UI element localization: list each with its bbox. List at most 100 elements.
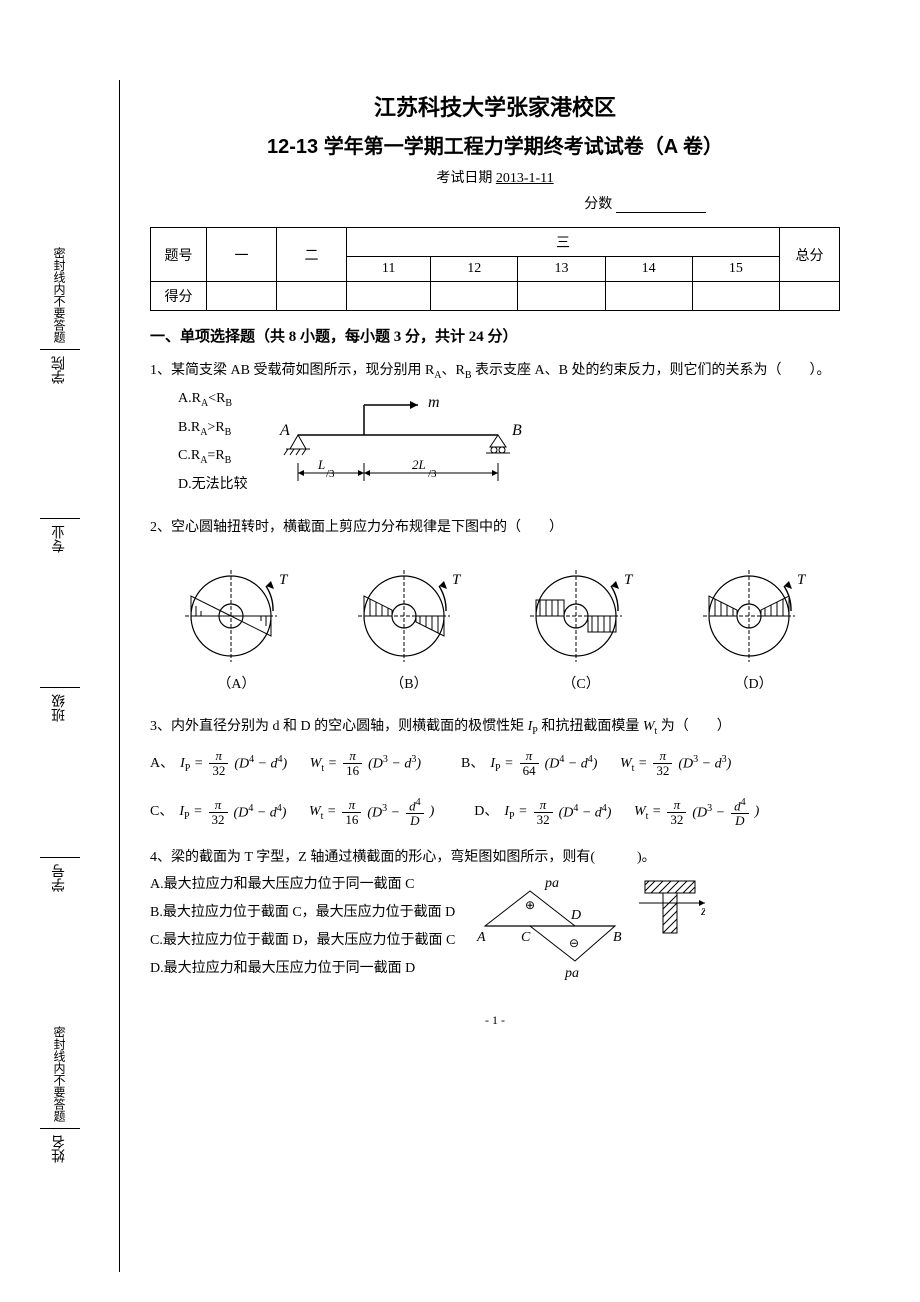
col-2: 二 [277,228,347,282]
col-total: 总分 [780,228,840,282]
q4-figure: ⊕ ⊖ pa pa A C D B [475,871,705,981]
q2-figures: T T [150,556,840,666]
question-1: 1、某简支梁 AB 受载荷如图所示，现分别用 RA、RB 表示支座 A、B 处的… [150,358,840,499]
score-line: 分数 [150,193,840,213]
q4-options: A.最大拉应力和最大压应力位于同一截面 C B.最大拉应力位于截面 C，最大压应… [150,871,455,983]
exam-title: 12-13 学年第一学期工程力学期终考试试卷（A 卷） [150,130,840,159]
score-blank [616,199,706,213]
q4-opt-c: C.最大拉应力位于截面 D，最大压应力位于截面 C [150,927,455,955]
col-13: 13 [518,257,605,282]
q3-stem-b: 和抗扭截面模量 [538,719,643,734]
label-pa-top: pa [544,876,559,891]
university-title: 江苏科技大学张家港校区 [150,90,840,122]
gutter-field-name: 姓名 密封线内不要答题 [20,1026,100,1163]
table-row-header: 题号 一 二 三 总分 [151,228,840,257]
gutter-field-id: 学号 [20,857,100,892]
q2-stem: 2、空心圆轴扭转时，横截面上剪应力分布规律是下图中的（ ） [150,515,840,542]
q3-c-label: C、 [150,799,173,826]
q3-opt-c: C、 IP = π32 (D4 − d4) Wt = π16 (D3 − d4D… [150,797,434,829]
field-label: 专业 [50,525,70,553]
field-label: 班级 [50,694,70,722]
q2-labels: （A） （B） （C） （D） [150,672,840,699]
binding-gutter: 姓名 密封线内不要答题 学号 班级 专业 学院 密封线内不要答题 [0,80,120,1272]
q3-opt-d: D、 IP = π32 (D4 − d4) Wt = π32 (D3 − d4D… [474,797,759,829]
field-line [40,518,80,519]
q2-fig-a: T [171,556,301,666]
field-line [40,349,80,350]
label-T: T [452,572,462,588]
q1-figure: m A B L /3 2L /3 [268,385,528,495]
score-cell [518,282,605,311]
score-cell [207,282,277,311]
seal-note: 密封线内不要答题 [52,1026,69,1122]
q1-stem-c: 表示支座 A、B 处的约束反力，则它们的关系为（ ）。 [472,363,831,378]
row-score-label: 得分 [151,282,207,311]
q1-stem-a: 1、某简支梁 AB 受载荷如图所示，现分别用 R [150,363,434,378]
col-3: 三 [347,228,780,257]
label-2L3d: /3 [428,468,437,480]
q2-label-b: （B） [390,672,427,699]
exam-date: 考试日期 2013-1-11 [150,167,840,187]
score-cell [277,282,347,311]
label-2L3: 2L [412,457,426,472]
q2-label-c: （C） [562,672,599,699]
q1-stem: 1、某简支梁 AB 受载荷如图所示，现分别用 RA、RB 表示支座 A、B 处的… [150,358,840,385]
seal-note: 密封线内不要答题 [52,247,69,343]
question-3: 3、内外直径分别为 d 和 D 的空心圆轴，则横截面的极惯性矩 IP 和抗扭截面… [150,714,840,828]
gutter-fields: 姓名 密封线内不要答题 学号 班级 专业 学院 密封线内不要答题 [20,180,100,1230]
field-line [40,687,80,688]
score-cell [692,282,779,311]
gutter-field-college: 学院 密封线内不要答题 [20,247,100,384]
q2-fig-c: T [516,556,646,666]
table-row-score: 得分 [151,282,840,311]
field-line [40,857,80,858]
page: 姓名 密封线内不要答题 学号 班级 专业 学院 密封线内不要答题 [0,0,920,1302]
label-m: m [428,394,440,411]
label-L3: L [317,457,325,472]
q4-stem: 4、梁的截面为 T 字型，Z 轴通过横截面的形心，弯矩图如图所示，则有( )。 [150,845,840,872]
q2-label-d: （D） [734,672,772,699]
q3-opt-a: A、 IP = π32 (D4 − d4) Wt = π16 (D3 − d3) [150,749,421,779]
col-12: 12 [431,257,518,282]
q3-stem-c: 为（ ） [657,719,731,734]
plus-icon: ⊕ [525,898,535,912]
q1-options: A.RA<RB B.RA>RB C.RA=RB D.无法比较 [150,385,248,499]
col-11: 11 [347,257,431,282]
question-4: 4、梁的截面为 T 字型，Z 轴通过横截面的形心，弯矩图如图所示，则有( )。 … [150,845,840,984]
score-cell [431,282,518,311]
field-label: 学号 [50,864,70,892]
q1-opt-a: A.RA<RB [178,385,248,414]
label-A: A [476,930,486,945]
label-B: B [613,930,622,945]
q3-d-label: D、 [474,799,498,826]
label-A: A [279,422,290,439]
date-label: 考试日期 [436,171,492,186]
label-L3d: /3 [326,468,335,480]
page-number: - 1 - [150,1013,840,1028]
q4-opt-a: A.最大拉应力和最大压应力位于同一截面 C [150,871,455,899]
q3-b-label: B、 [461,751,484,778]
label-C: C [521,930,531,945]
label-T: T [279,572,289,588]
section1-heading: 一、单项选择题（共 8 小题，每小题 3 分，共计 24 分） [150,325,840,346]
q3-opt-b: B、 IP = π64 (D4 − d4) Wt = π32 (D3 − d3) [461,749,731,779]
label-T: T [624,572,634,588]
col-qnum: 题号 [151,228,207,282]
q2-fig-d: T [689,556,819,666]
content: 江苏科技大学张家港校区 12-13 学年第一学期工程力学期终考试试卷（A 卷） … [120,80,860,1272]
q1-opt-c: C.RA=RB [178,442,248,471]
minus-icon: ⊖ [569,936,579,950]
label-pa-bot: pa [564,966,579,981]
label-z: z [700,904,705,919]
q3-options: A、 IP = π32 (D4 − d4) Wt = π16 (D3 − d3)… [150,749,840,829]
col-14: 14 [605,257,692,282]
field-line [40,1128,80,1129]
score-table: 题号 一 二 三 总分 11 12 13 14 15 得分 [150,227,840,311]
q2-label-a: （A） [217,672,255,699]
field-label: 姓名 [50,1135,70,1163]
score-label: 分数 [584,197,612,212]
date-value: 2013-1-11 [496,171,554,186]
gutter-field-major: 专业 [20,518,100,553]
q4-opt-b: B.最大拉应力位于截面 C，最大压应力位于截面 D [150,899,455,927]
q3-stem: 3、内外直径分别为 d 和 D 的空心圆轴，则横截面的极惯性矩 IP 和抗扭截面… [150,714,840,741]
